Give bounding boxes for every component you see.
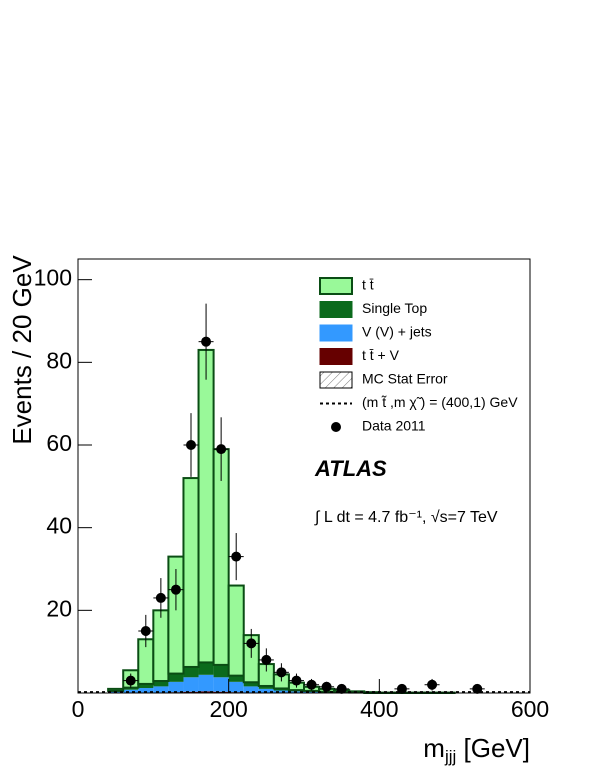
y-tick-label: 80 <box>46 347 72 373</box>
histogram-bar <box>228 675 244 682</box>
histogram-bar <box>213 691 229 693</box>
data-point <box>170 584 181 595</box>
histogram-bar <box>212 448 230 666</box>
data-point <box>427 679 438 690</box>
data-point <box>261 654 272 665</box>
data-point <box>321 681 332 692</box>
histogram-bar <box>183 677 199 692</box>
histogram-bar <box>258 688 274 693</box>
legend-label: t t̄ + V <box>362 347 400 363</box>
histogram-bar <box>227 584 245 677</box>
legend-label: Single Top <box>362 300 427 316</box>
data-point <box>155 592 166 603</box>
y-tick-label: 40 <box>46 513 72 539</box>
histogram-bar <box>182 477 200 668</box>
legend-label: Data 2011 <box>362 418 426 434</box>
histogram-bar <box>138 688 154 693</box>
histogram-bar <box>138 683 154 689</box>
data-point <box>231 551 242 562</box>
histogram-bar <box>213 664 229 678</box>
histogram-bar <box>273 688 289 691</box>
legend-swatch <box>319 371 353 389</box>
legend-swatch <box>319 301 353 318</box>
legend-label: V (V) + jets <box>362 324 432 340</box>
histogram-bar <box>153 681 169 687</box>
x-tick-label: 0 <box>72 696 85 722</box>
data-point <box>186 440 196 450</box>
histogram-bar <box>243 682 259 687</box>
data-point <box>125 675 136 686</box>
x-tick-label: 600 <box>511 696 549 722</box>
histogram-bar <box>197 348 215 664</box>
x-axis-label: mjjj [GeV] <box>423 733 530 767</box>
histogram-bar <box>123 689 139 693</box>
legend-swatch <box>331 422 341 432</box>
data-point <box>396 683 407 694</box>
data-point <box>276 667 287 678</box>
legend-label: (m t̃ ,m χ̃ ) = (400,1) GeV <box>362 394 518 410</box>
histogram-bar <box>258 685 274 689</box>
histogram-bar <box>213 677 229 692</box>
histogram-bar <box>168 673 184 682</box>
histogram-bar <box>153 686 169 693</box>
y-tick-label: 60 <box>46 430 72 456</box>
data-point <box>336 683 347 694</box>
histogram-bar <box>107 687 125 692</box>
experiment-label: ATLAS <box>314 456 387 481</box>
legend-swatch <box>319 277 353 295</box>
histogram-bar <box>228 681 244 693</box>
y-axis-label: Events / 20 GeV <box>7 255 37 445</box>
histogram-bar <box>152 609 170 683</box>
legend-swatch <box>319 348 353 365</box>
histogram-bar <box>273 690 289 693</box>
x-tick-label: 400 <box>360 696 398 722</box>
histogram-bar <box>243 686 259 693</box>
data-point <box>140 626 151 636</box>
y-tick-label: 100 <box>34 265 72 291</box>
y-tick-label: 20 <box>46 595 72 621</box>
histogram-bar <box>183 666 199 678</box>
legend-swatch <box>319 324 353 342</box>
luminosity-label: ∫ L dt = 4.7 fb⁻¹, √s=7 TeV <box>314 509 498 526</box>
plot-frame <box>77 258 531 694</box>
data-point <box>306 679 317 690</box>
histogram-bar <box>198 674 214 692</box>
data-point <box>216 444 227 455</box>
histogram-bar <box>168 681 184 693</box>
histogram-bar <box>304 691 320 693</box>
x-tick-label: 200 <box>209 696 247 722</box>
legend-label: t t̄ <box>362 277 374 293</box>
data-point <box>291 675 302 686</box>
legend-label: MC Stat Error <box>362 371 448 387</box>
histogram-bar <box>183 691 199 693</box>
data-point <box>201 336 212 347</box>
histogram-bar <box>198 662 214 675</box>
data-point <box>472 683 483 694</box>
data-point <box>246 638 257 649</box>
histogram-bar <box>123 687 139 690</box>
